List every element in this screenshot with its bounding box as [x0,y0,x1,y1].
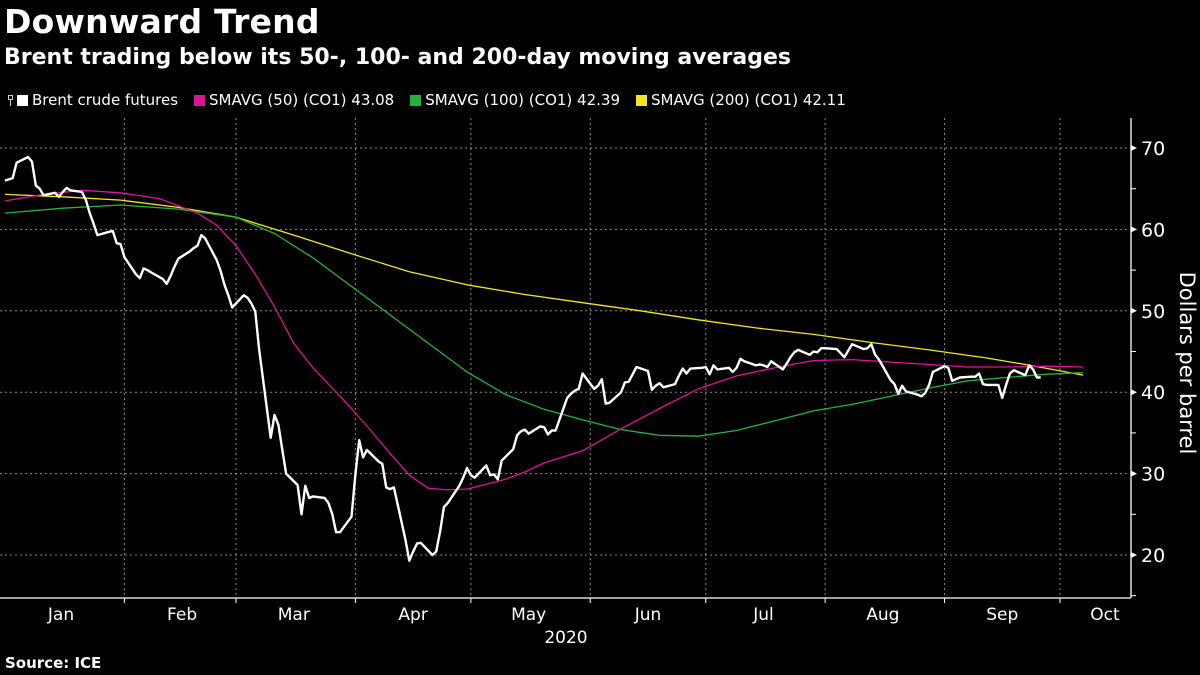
x-tick-label: Jan [47,605,74,625]
x-axis-year-label: 2020 [544,628,587,648]
legend-swatch-brent [17,94,28,106]
sma100-line [4,204,1084,437]
y-tick-label: 40 [1141,382,1165,404]
brent-line [4,155,1041,562]
y-tick-label: 20 [1141,545,1165,567]
source-note: Source: ICE [5,654,102,672]
y-tick-major [1131,145,1137,151]
series-lines [4,155,1084,562]
y-tick-major [1131,307,1137,314]
legend-label-sma200: SMAVG (200) (CO1) 42.11 [651,91,846,109]
y-tick-label: 70 [1141,138,1165,160]
legend-swatch-sma50 [194,94,206,106]
y-axis-title: Dollars per barrel [1175,272,1199,455]
y-tick-major [1131,470,1137,477]
y-tick-label: 30 [1141,464,1165,486]
sma200-line [4,193,1084,376]
legend-toggle-icon[interactable] [8,94,14,106]
x-tick-label: Mar [278,605,310,625]
x-tick-label: May [511,605,546,625]
gridlines [0,118,1131,598]
sma50-line [4,189,1084,491]
x-tick-label: Jul [752,605,774,625]
x-tick-label: Jun [634,605,662,625]
y-tick-major [1131,552,1137,558]
chart-title: Downward Trend [4,2,320,41]
x-tick-label: Sep [986,605,1018,625]
legend-item-sma200[interactable]: SMAVG (200) (CO1) 42.11 [636,91,846,109]
legend-swatch-sma100 [410,94,422,106]
legend-item-sma50[interactable]: SMAVG (50) (CO1) 43.08 [194,91,394,109]
legend: Brent crude futures SMAVG (50) (CO1) 43.… [8,91,862,109]
y-tick-major [1131,226,1137,233]
legend-item-brent[interactable]: Brent crude futures [8,91,178,109]
y-tick-label: 50 [1141,301,1165,323]
x-tick-label: Apr [398,605,427,625]
chart-subtitle: Brent trading below its 50-, 100- and 20… [4,45,791,70]
legend-label-brent: Brent crude futures [32,91,179,109]
legend-item-sma100[interactable]: SMAVG (100) (CO1) 42.39 [410,91,620,109]
legend-label-sma50: SMAVG (50) (CO1) 43.08 [209,91,395,109]
axes [0,118,1137,603]
legend-label-sma100: SMAVG (100) (CO1) 42.39 [425,91,620,109]
y-tick-major [1131,389,1137,396]
x-tick-label: Aug [866,605,899,625]
x-tick-label: Oct [1090,605,1120,625]
x-tick-label: Feb [167,605,197,625]
tick-labels: 20 30 40 50 60 70 Jan Feb Mar Apr May Jun Jul Aug Sep O… [47,138,1165,625]
y-tick-label: 60 [1141,219,1165,241]
legend-swatch-sma200 [636,94,647,106]
